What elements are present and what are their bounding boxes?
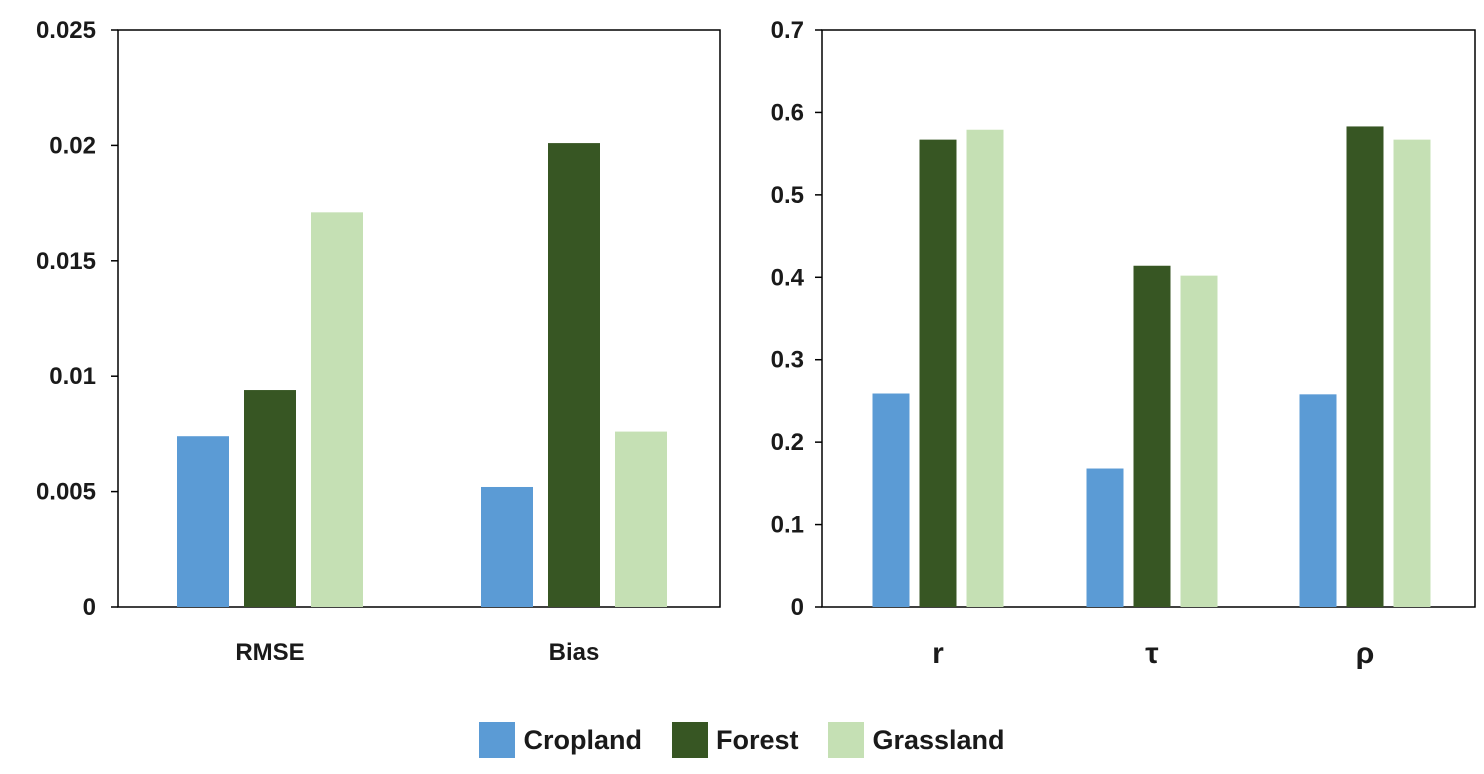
bar-grassland-1 — [615, 431, 667, 607]
bar-grassland-1 — [1180, 275, 1218, 607]
y-tick-label: 0.2 — [771, 429, 804, 456]
y-tick-label: 0.4 — [771, 264, 805, 291]
x-category-label: Bias — [549, 639, 600, 666]
y-tick-label: 0.7 — [771, 17, 804, 44]
y-tick-label: 0.005 — [36, 479, 96, 506]
legend-swatch-cropland — [479, 722, 516, 758]
y-tick-label: 0.02 — [49, 132, 96, 159]
legend-swatch-grassland — [828, 722, 865, 758]
bar-grassland-0 — [966, 129, 1004, 607]
bar-cropland-1 — [481, 486, 533, 607]
y-tick-label: 0.01 — [49, 363, 96, 390]
legend-swatch-forest — [671, 722, 708, 758]
left-chart-panel: 0 0.005 0.01 0.015 0.02 0.025 RMSE Bias — [36, 17, 721, 666]
bar-forest-1 — [1133, 265, 1171, 607]
y-tick-label: 0.6 — [771, 99, 804, 126]
bar-grassland-2 — [1393, 139, 1431, 607]
bar-forest-2 — [1346, 126, 1384, 607]
y-tick-label: 0 — [791, 594, 804, 621]
bar-cropland-0 — [872, 393, 910, 607]
bar-cropland-1 — [1086, 468, 1124, 607]
right-chart-panel: 0 0.1 0.2 0.3 0.4 0.5 0.6 0.7 r τ ρ — [771, 17, 1476, 670]
legend-label-grassland: Grassland — [872, 724, 1005, 755]
x-category-label: RMSE — [235, 639, 304, 666]
y-tick-label: 0.3 — [771, 347, 804, 374]
bar-forest-0 — [244, 390, 296, 607]
legend-item-grassland: Grassland — [828, 722, 1005, 758]
y-tick-label: 0.1 — [771, 512, 804, 539]
legend-label-cropland: Cropland — [523, 724, 642, 755]
bar-forest-1 — [548, 143, 600, 608]
x-category-label: r — [932, 637, 944, 670]
x-category-label: τ — [1145, 637, 1158, 670]
y-tick-label: 0.025 — [36, 17, 96, 44]
legend-label-forest: Forest — [715, 724, 799, 755]
figure: 0 0.005 0.01 0.015 0.02 0.025 RMSE Bias 0 0.1 0.2… — [36, 17, 1476, 670]
legend: Cropland Forest Grassland — [0, 722, 1484, 758]
y-tick-label: 0 — [83, 594, 96, 621]
legend-item-cropland: Cropland — [479, 722, 642, 758]
bar-grassland-0 — [311, 212, 363, 607]
x-category-label: ρ — [1356, 637, 1375, 670]
bar-cropland-2 — [1299, 394, 1337, 607]
y-tick-label: 0.5 — [771, 182, 804, 209]
y-tick-label: 0.015 — [36, 248, 96, 275]
bar-forest-0 — [919, 139, 957, 607]
bar-cropland-0 — [177, 436, 229, 607]
plot-frame — [117, 29, 721, 608]
legend-item-forest: Forest — [671, 722, 799, 758]
